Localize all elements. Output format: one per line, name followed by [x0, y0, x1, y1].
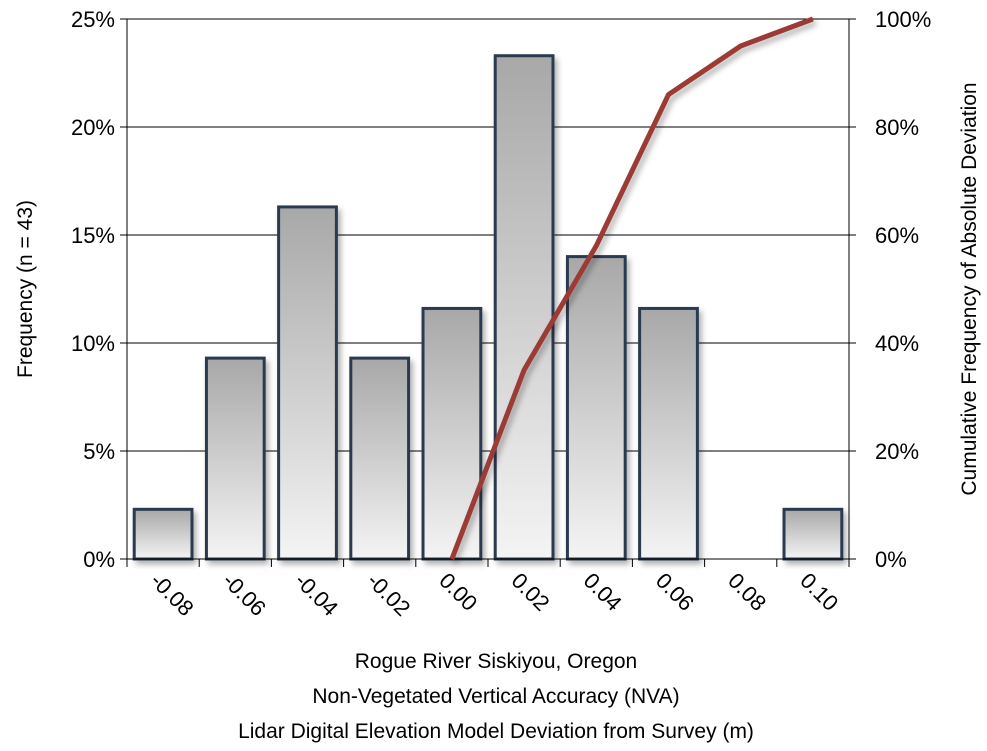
bar [421, 306, 483, 561]
x-tick-label: 0.02 [507, 568, 555, 616]
x-tick-label: -0.08 [146, 568, 199, 621]
bar [204, 356, 266, 561]
axes [120, 18, 856, 567]
x-axis-title-line: Rogue River Siskiyou, Oregon [355, 650, 637, 673]
x-axis-title-line: Non-Vegetated Vertical Accuracy (NVA) [312, 685, 679, 708]
x-tick-label: 0.00 [434, 568, 482, 616]
bar [277, 205, 338, 561]
cumulative-line [449, 16, 814, 560]
y2-tick-label: 20% [875, 439, 919, 464]
bar [132, 507, 194, 561]
x-tick-label: 0.08 [723, 568, 771, 616]
y-axis-title: Frequency (n = 43) [14, 200, 37, 378]
y-tick-label: 15% [71, 223, 115, 248]
x-tick-label: -0.04 [290, 568, 343, 621]
bar [638, 306, 699, 561]
y-tick-label: 20% [71, 115, 115, 140]
bars [132, 54, 844, 561]
y2-tick-label: 0% [875, 547, 907, 572]
gridlines [127, 18, 849, 452]
bar [782, 507, 844, 561]
y-tick-label: 25% [71, 7, 115, 32]
x-tick-label: -0.06 [218, 568, 271, 621]
x-axis-title-line: Lidar Digital Elevation Model Deviation … [238, 720, 754, 743]
y2-axis-title: Cumulative Frequency of Absolute Deviati… [958, 82, 981, 495]
bar [349, 356, 411, 561]
x-tick-label: 0.04 [579, 568, 627, 616]
cumulative-line-group [449, 16, 814, 560]
y2-tick-label: 100% [875, 7, 931, 32]
y-tick-label: 0% [83, 547, 115, 572]
y-tick-label: 10% [71, 331, 115, 356]
x-tick-label: -0.02 [362, 568, 415, 621]
y2-tick-label: 80% [875, 115, 919, 140]
bar [493, 54, 555, 561]
x-tick-label: 0.10 [795, 568, 843, 616]
bar [565, 255, 627, 561]
y2-tick-label: 60% [875, 223, 919, 248]
y-tick-label: 5% [83, 439, 115, 464]
x-tick-label: 0.06 [651, 568, 699, 616]
y2-tick-label: 40% [875, 331, 919, 356]
